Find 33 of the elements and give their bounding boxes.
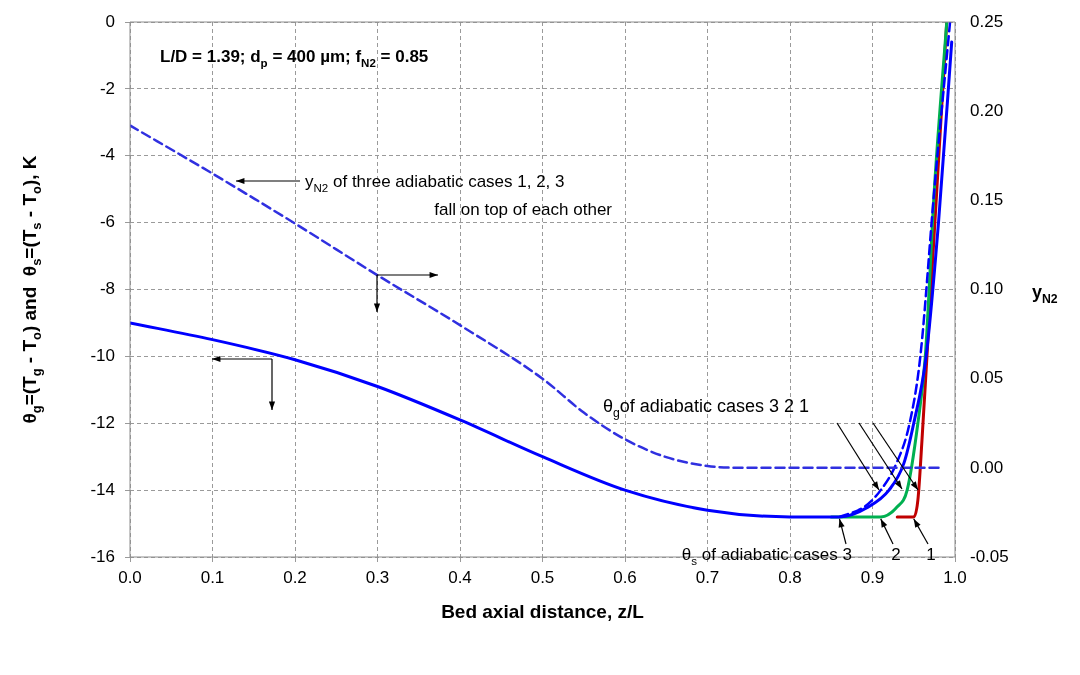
y2-tick-label: 0.05 (970, 368, 1004, 388)
x-axis-title: Bed axial distance, z/L (441, 601, 645, 622)
x-tick-label: 0.4 (448, 567, 472, 587)
x-tick-label: 0.9 (860, 567, 885, 587)
x-tick-label: 0.7 (695, 567, 720, 587)
y-tick-label: -6 (99, 212, 115, 232)
x-tick-label: 0.3 (365, 567, 390, 587)
y-tick-label: -16 (90, 546, 115, 566)
y-tick-label: -10 (90, 346, 115, 366)
x-tick-label: 0.0 (118, 567, 142, 587)
x-tick-label: 0.2 (283, 567, 307, 587)
annotation: 2 (891, 545, 901, 564)
x-tick-label: 0.5 (530, 567, 555, 587)
x-tick-label: 0.1 (200, 567, 225, 587)
y2-tick-label: 0.10 (970, 279, 1004, 299)
y2-tick-label: 0.15 (970, 190, 1004, 210)
annotation: fall on top of each other (434, 200, 613, 219)
x-tick-label: 0.6 (613, 567, 637, 587)
x-tick-label: 0.8 (778, 567, 802, 587)
annotation: 1 (926, 545, 936, 564)
y2-tick-label: 0.00 (970, 457, 1004, 477)
y2-tick-label: 0.25 (970, 11, 1004, 31)
x-tick-label: 1.0 (943, 567, 967, 587)
y-tick-label: -14 (90, 479, 115, 499)
line-series (130, 124, 940, 470)
y-tick-label: -8 (99, 279, 115, 299)
y-tick-label: 0 (105, 11, 115, 31)
y-tick-label: -4 (99, 145, 115, 165)
text: θg=(Tg - To) and θs=(Ts - To), K (19, 155, 45, 424)
y2-tick-label: 0.20 (970, 100, 1004, 120)
y2-tick-label: -0.05 (970, 546, 1009, 566)
y-tick-label: -12 (90, 412, 115, 432)
y-tick-label: -2 (99, 78, 115, 98)
